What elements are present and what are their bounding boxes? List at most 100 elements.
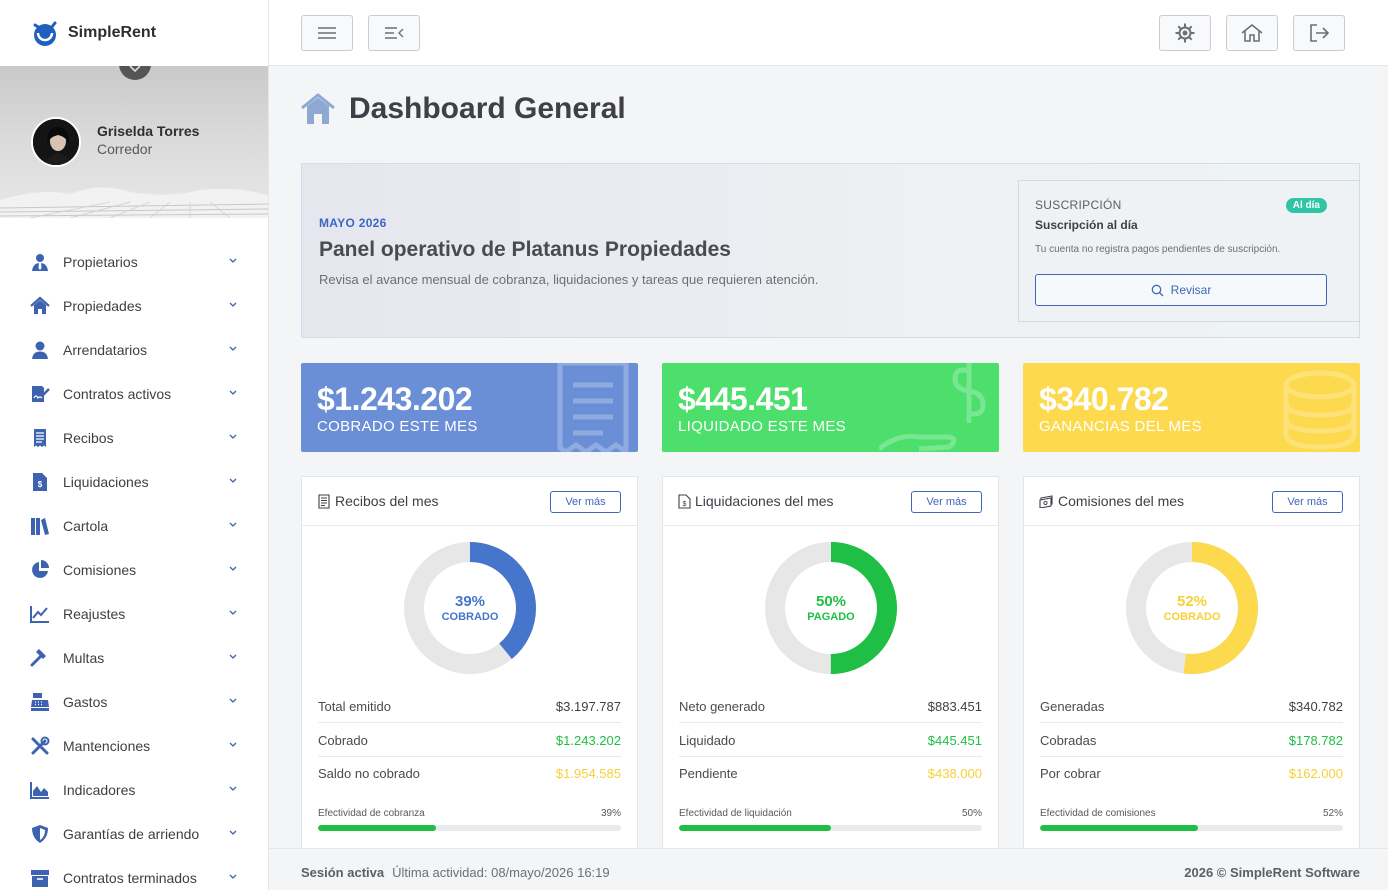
table-row: Saldo no cobrado $1.954.585 [318, 757, 621, 790]
chevron-down-icon [229, 874, 237, 879]
sidebar-item-propietarios[interactable]: Propietarios [0, 240, 268, 284]
sidebar: SimpleRent Griselda Torres Corredor Prop… [0, 0, 269, 890]
user-tie-icon [32, 254, 48, 271]
sidebar-item-label: Contratos activos [63, 386, 172, 402]
brand-logo-icon [33, 21, 57, 46]
settings-button[interactable] [1159, 15, 1211, 51]
avatar-image [33, 119, 79, 165]
donut-chart: 39% COBRADO [404, 542, 536, 674]
menu-toggle-button[interactable] [301, 15, 353, 51]
sidebar-item-recibos[interactable]: Recibos [0, 416, 268, 460]
tools-icon [31, 736, 50, 755]
shield-icon [32, 825, 48, 843]
user-panel-toggle[interactable] [119, 66, 151, 80]
sidebar-collapse-button[interactable] [368, 15, 420, 51]
progress-percent: 39% [600, 808, 621, 819]
stat-label: LIQUIDADO ESTE MES [678, 418, 846, 435]
indent-icon [385, 27, 404, 39]
card-title: Recibos del mes [335, 493, 439, 509]
user-icon [32, 341, 48, 359]
brand[interactable]: SimpleRent [0, 0, 268, 66]
receipt-icon [318, 493, 330, 509]
table-row: Pendiente $438.000 [679, 757, 982, 790]
sidebar-item-liquidaciones[interactable]: $ Liquidaciones [0, 460, 268, 504]
search-icon [1151, 284, 1164, 296]
chevron-down-icon [229, 566, 237, 571]
row-value: $340.782 [1288, 698, 1343, 714]
row-value: $445.451 [927, 732, 982, 748]
sidebar-item-cartola[interactable]: Cartola [0, 504, 268, 548]
chart-area-icon [30, 782, 49, 799]
sidebar-item-gastos[interactable]: Gastos [0, 680, 268, 724]
file-invoice-dollar-icon: $ [678, 493, 691, 509]
sidebar-item-reajustes[interactable]: Reajustes [0, 592, 268, 636]
table-row: Por cobrar $162.000 [1040, 757, 1343, 790]
stat-tile-liquidado: $445.451 LIQUIDADO ESTE MES [662, 363, 999, 452]
hamburger-icon [318, 27, 336, 39]
home-button[interactable] [1226, 15, 1278, 51]
sidebar-item-multas[interactable]: Multas [0, 636, 268, 680]
sidebar-item-propiedades[interactable]: Propiedades [0, 284, 268, 328]
sidebar-item-contratos-activos[interactable]: Contratos activos [0, 372, 268, 416]
row-label: Pendiente [679, 766, 738, 781]
donut-chart: 52% COBRADO [1126, 542, 1258, 674]
svg-text:$: $ [683, 501, 687, 508]
sidebar-item-label: Cartola [63, 518, 109, 534]
donut-arc [765, 542, 897, 674]
subscription-label: SUSCRIPCIÓN [1035, 198, 1122, 212]
donut-arc [404, 542, 536, 674]
footer: Sesión activa Última actividad: 08/mayo/2… [269, 848, 1388, 890]
sidebar-item-arrendatarios[interactable]: Arrendatarios [0, 328, 268, 372]
topbar [269, 0, 1388, 66]
sidebar-item-garantias[interactable]: Garantías de arriendo [0, 812, 268, 856]
copyright: 2026 © SimpleRent Software [1184, 865, 1360, 880]
progress-label: Efectividad de liquidación [679, 808, 792, 819]
progress-bar [318, 825, 621, 831]
table-row: Generadas $340.782 [1040, 690, 1343, 723]
session-status: Sesión activa [301, 865, 385, 880]
stat-tile-cobrado: $1.243.202 COBRADO ESTE MES [301, 363, 638, 452]
stat-value: $340.782 [1039, 381, 1169, 417]
home-icon [1241, 23, 1263, 42]
chevron-down-icon [229, 654, 237, 659]
row-value: $162.000 [1288, 766, 1343, 781]
sidebar-item-mantenciones[interactable]: Mantenciones [0, 724, 268, 768]
row-label: Cobradas [1040, 732, 1097, 748]
chevron-down-icon [229, 302, 237, 307]
avatar[interactable] [31, 117, 81, 167]
logout-button[interactable] [1293, 15, 1345, 51]
row-label: Por cobrar [1040, 766, 1101, 781]
hand-holding-dollar-icon [879, 363, 986, 452]
sidebar-item-indicadores[interactable]: Indicadores [0, 768, 268, 812]
sidebar-item-label: Garantías de arriendo [63, 826, 200, 842]
view-more-button[interactable]: Ver más [550, 491, 621, 513]
brand-name: SimpleRent [68, 24, 157, 41]
sidebar-item-label: Propiedades [63, 298, 142, 314]
view-more-button[interactable]: Ver más [911, 491, 982, 513]
sidebar-item-label: Contratos terminados [63, 870, 197, 886]
page-title: Dashboard General [349, 92, 626, 125]
row-label: Neto generado [679, 698, 766, 714]
sidebar-item-label: Propietarios [63, 254, 138, 270]
stat-value: $445.451 [678, 381, 808, 417]
progress-label: Efectividad de comisiones [1040, 808, 1156, 819]
sidebar-item-contratos-terminados[interactable]: Contratos terminados [0, 856, 268, 890]
progress-fill [1040, 825, 1198, 831]
sidebar-item-label: Reajustes [63, 606, 126, 622]
user-name: Griselda Torres [97, 123, 200, 139]
sidebar-item-comisiones[interactable]: Comisiones [0, 548, 268, 592]
chevron-down-icon [229, 258, 237, 263]
chevron-down-icon [229, 830, 237, 835]
progress-percent: 50% [961, 808, 982, 819]
coins-icon [1283, 370, 1357, 450]
sidebar-item-label: Liquidaciones [63, 474, 149, 490]
review-button[interactable]: Revisar [1035, 274, 1327, 306]
overview-banner: MAYO 2026 Panel operativo de Platanus Pr… [301, 163, 1360, 338]
view-more-button[interactable]: Ver más [1272, 491, 1343, 513]
pie-chart-icon [32, 560, 49, 578]
table-row: Total emitido $3.197.787 [318, 690, 621, 723]
progress-bar [1040, 825, 1343, 831]
table-row: Cobrado $1.243.202 [318, 724, 621, 757]
chevron-down-icon [229, 742, 237, 747]
progress-fill [318, 825, 437, 831]
